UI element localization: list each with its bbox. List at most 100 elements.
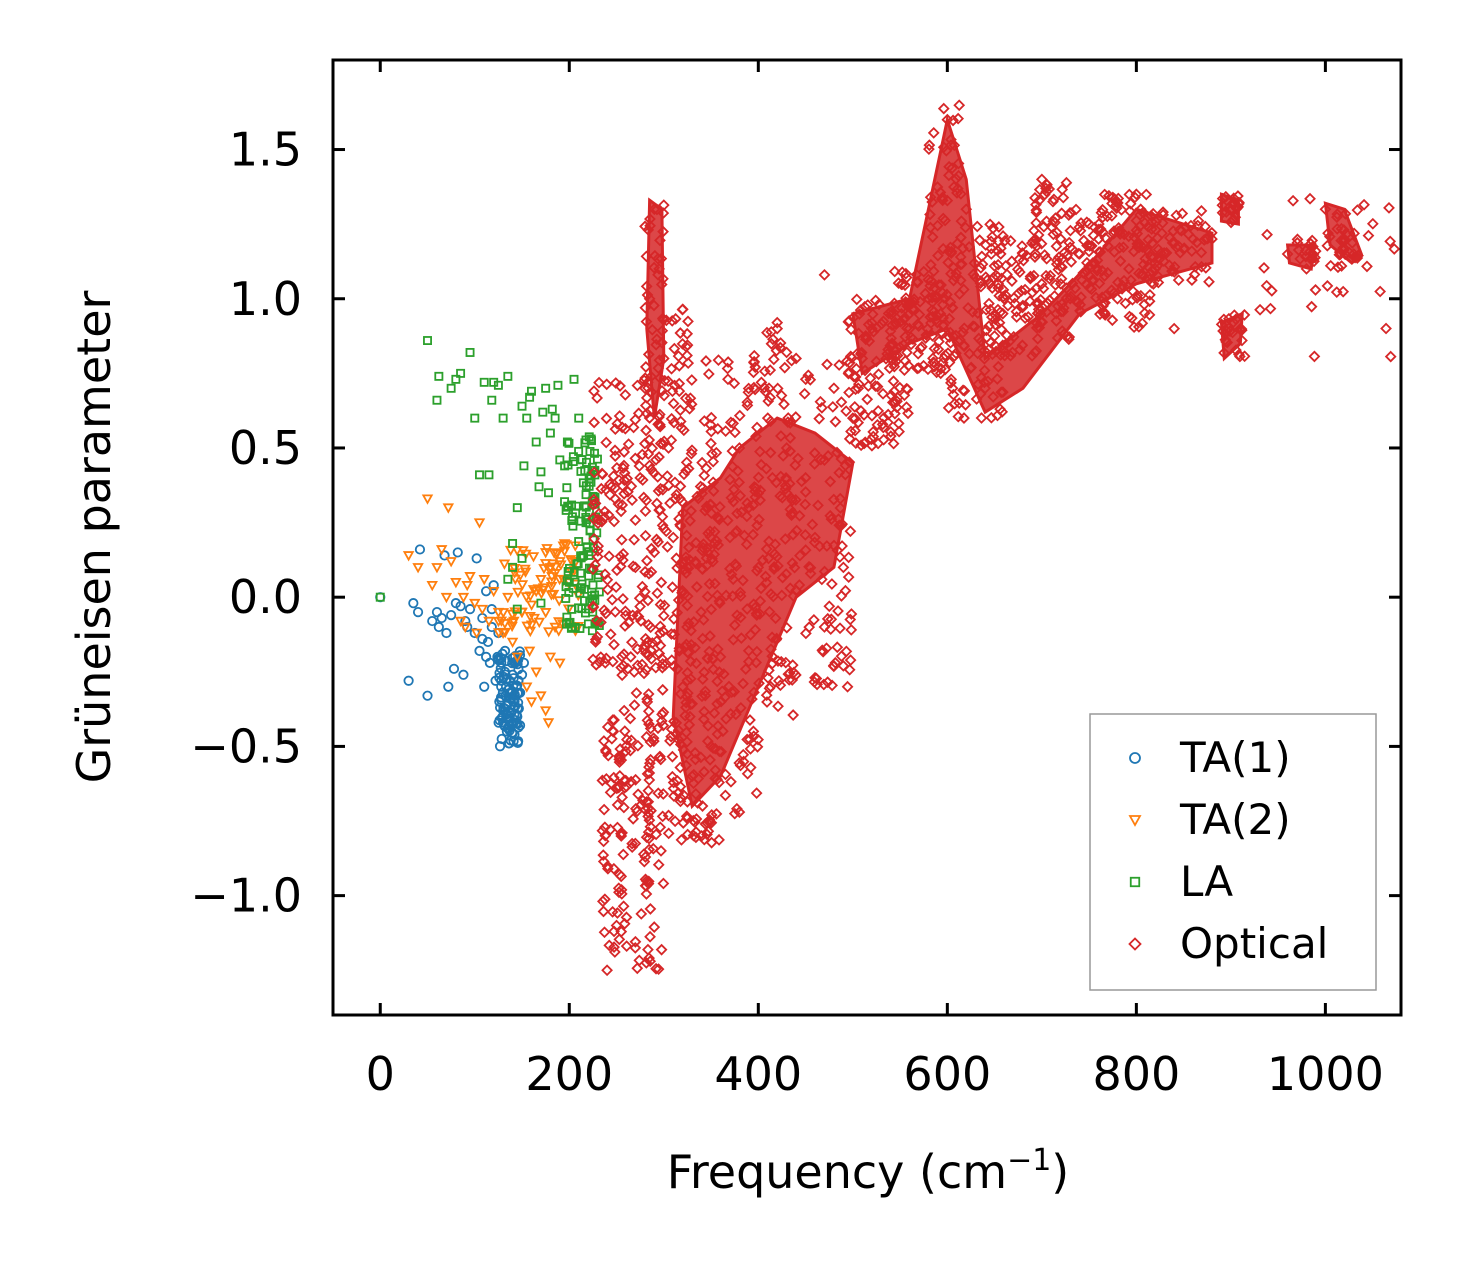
data-point xyxy=(712,354,725,367)
data-point xyxy=(780,346,793,359)
data-point xyxy=(639,382,651,395)
data-point xyxy=(666,750,679,763)
data-point xyxy=(751,740,764,753)
data-point xyxy=(945,373,958,386)
data-point xyxy=(633,592,646,605)
data-point xyxy=(1170,209,1183,222)
data-point xyxy=(1054,233,1067,245)
optical-cluster xyxy=(1219,311,1244,362)
data-point xyxy=(1058,247,1071,259)
data-point xyxy=(640,888,653,900)
data-point xyxy=(484,470,494,480)
data-point xyxy=(998,292,1010,305)
data-point xyxy=(570,622,580,632)
data-point xyxy=(631,659,644,672)
data-point xyxy=(527,386,536,396)
data-point xyxy=(408,598,419,609)
data-point xyxy=(762,395,775,407)
data-point xyxy=(644,736,657,748)
data-point xyxy=(1064,224,1077,237)
data-point xyxy=(835,396,848,409)
data-point xyxy=(892,417,905,430)
legend-label: LA xyxy=(1180,857,1233,906)
data-point xyxy=(639,632,652,645)
data-point xyxy=(610,919,623,932)
data-point xyxy=(555,455,565,465)
data-point xyxy=(667,397,680,410)
data-point xyxy=(1351,204,1364,216)
data-point xyxy=(583,619,593,629)
data-point xyxy=(521,682,533,693)
data-point xyxy=(772,655,784,667)
data-point xyxy=(602,862,614,875)
data-point xyxy=(600,483,612,496)
data-point xyxy=(611,799,624,811)
data-point xyxy=(565,617,575,627)
data-point xyxy=(789,411,802,423)
data-point xyxy=(587,601,600,614)
data-point xyxy=(589,636,602,648)
data-point xyxy=(861,393,874,406)
data-point xyxy=(1261,228,1273,241)
data-point xyxy=(592,540,605,553)
data-point xyxy=(618,704,631,717)
data-point xyxy=(867,430,880,443)
data-point xyxy=(423,336,432,346)
data-point xyxy=(1136,317,1149,330)
data-point xyxy=(497,711,508,722)
data-point xyxy=(943,356,956,369)
data-point xyxy=(488,580,499,591)
data-point xyxy=(1038,249,1051,261)
data-point xyxy=(507,669,518,680)
data-point xyxy=(535,691,547,702)
data-point xyxy=(431,563,443,574)
data-point xyxy=(474,645,485,657)
data-point xyxy=(1106,191,1119,204)
data-point xyxy=(615,533,628,546)
data-point xyxy=(610,581,622,594)
data-point xyxy=(402,551,415,562)
data-point xyxy=(620,740,632,753)
data-point xyxy=(674,404,687,417)
data-point xyxy=(520,592,533,603)
data-point xyxy=(729,426,741,439)
data-point xyxy=(979,271,992,283)
data-point xyxy=(477,633,488,645)
data-point xyxy=(690,813,703,825)
data-point xyxy=(554,658,566,669)
data-point xyxy=(585,525,595,535)
data-point xyxy=(611,821,624,834)
data-point xyxy=(588,580,598,590)
data-point xyxy=(837,659,850,672)
data-point xyxy=(705,411,718,424)
data-point xyxy=(975,412,988,424)
data-point xyxy=(636,580,649,593)
data-point xyxy=(1358,198,1370,211)
data-point xyxy=(574,413,584,423)
data-point xyxy=(1130,188,1143,201)
data-point xyxy=(667,531,680,544)
data-point xyxy=(685,398,698,411)
data-point xyxy=(899,267,912,280)
data-point xyxy=(665,412,678,425)
data-point xyxy=(1083,240,1096,252)
data-point xyxy=(452,547,463,558)
data-point xyxy=(654,620,667,633)
data-point xyxy=(608,638,620,651)
data-point xyxy=(733,757,746,769)
data-point xyxy=(1083,217,1095,230)
data-point xyxy=(710,446,723,459)
data-point xyxy=(682,357,695,370)
data-point xyxy=(976,258,989,271)
data-point xyxy=(1048,193,1060,206)
data-point xyxy=(837,561,850,574)
data-point xyxy=(790,352,803,365)
data-point xyxy=(855,439,868,452)
data-point xyxy=(942,347,954,359)
data-point xyxy=(445,557,457,568)
data-point xyxy=(375,592,385,602)
data-point xyxy=(809,671,821,684)
data-point xyxy=(525,600,538,611)
data-point xyxy=(519,567,532,578)
data-point xyxy=(579,584,589,594)
